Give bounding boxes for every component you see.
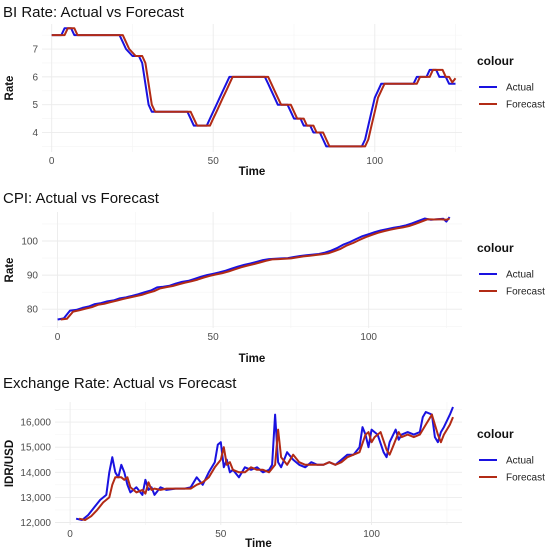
y-tick-label: 14,000 (20, 468, 51, 479)
legend-label-forecast: Forecast (506, 100, 545, 111)
chart-title: CPI: Actual vs Forecast (3, 190, 160, 207)
x-tick-label: 0 (67, 529, 73, 540)
y-axis-title: Rate (4, 258, 16, 283)
legend-label-forecast: Forecast (506, 287, 545, 298)
y-tick-label: 15,000 (20, 443, 51, 454)
chart-panel-1: 0 50 100 4 5 6 7 BI Rate: Actual vs Forecast Tim… (3, 4, 545, 178)
legend-label-actual: Actual (506, 270, 534, 281)
x-tick-label: 0 (55, 332, 61, 343)
x-axis-title: Time (239, 353, 266, 365)
x-tick-label: 50 (208, 332, 220, 343)
legend-label-actual: Actual (506, 83, 534, 94)
y-tick-label: 80 (27, 305, 39, 316)
y-axis-title: Rate (4, 76, 16, 101)
x-tick-label: 100 (363, 529, 380, 540)
y-tick-label: 100 (21, 237, 38, 248)
y-tick-label: 90 (27, 271, 39, 282)
chart-panel-2: 0 50 100 80 90 100 CPI: Actual vs Forecast Time… (3, 190, 545, 365)
y-tick-label: 4 (32, 128, 38, 139)
series-line-actual (51, 27, 456, 148)
series-line-actual (75, 406, 454, 521)
series-line-forecast (60, 217, 450, 321)
x-tick-label: 100 (366, 156, 383, 167)
y-tick-label: 13,000 (20, 493, 51, 504)
y-tick-label: 5 (32, 100, 38, 111)
y-axis-title: IDR/USD (4, 440, 16, 487)
chart-title: Exchange Rate: Actual vs Forecast (3, 375, 237, 392)
series-line-forecast (78, 413, 454, 521)
series-line-actual (57, 216, 451, 321)
chart-title: BI Rate: Actual vs Forecast (3, 4, 185, 21)
legend-label-actual: Actual (506, 456, 534, 467)
x-axis-title: Time (239, 166, 266, 178)
series-line-forecast (51, 27, 457, 148)
x-tick-label: 50 (208, 156, 220, 167)
x-tick-label: 100 (360, 332, 377, 343)
y-tick-label: 7 (32, 45, 38, 56)
x-axis-title: Time (245, 538, 272, 550)
y-tick-label: 16,000 (20, 418, 51, 429)
x-tick-label: 50 (215, 529, 227, 540)
y-tick-label: 6 (32, 72, 38, 83)
chart-panel-3: 0 50 100 12,000 13,000 14,000 15,000 16,000 Exch… (3, 375, 545, 550)
x-tick-label: 0 (49, 156, 55, 167)
legend-title: colour (477, 427, 514, 441)
y-tick-label: 12,000 (20, 518, 51, 529)
legend-label-forecast: Forecast (506, 473, 545, 484)
legend-title: colour (477, 54, 514, 68)
legend-title: colour (477, 241, 514, 255)
